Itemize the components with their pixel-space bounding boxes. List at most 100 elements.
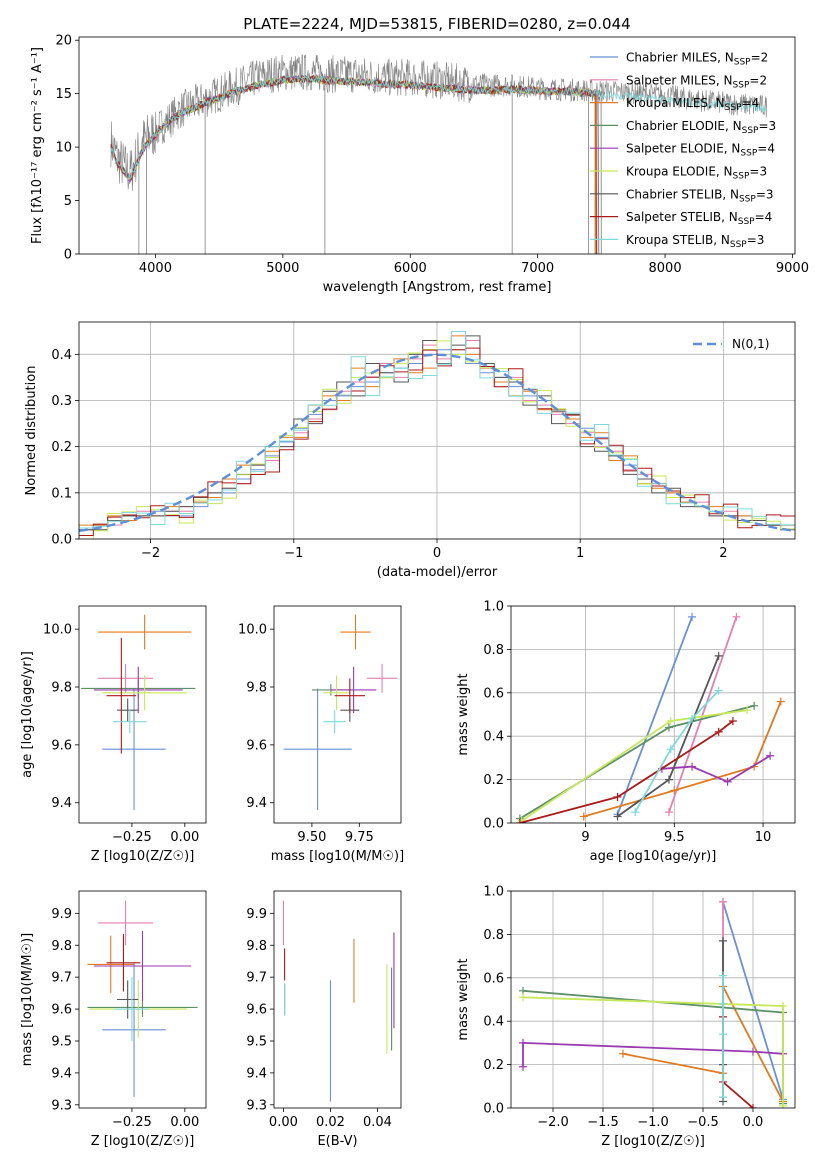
axes-frame <box>78 890 207 1109</box>
mass-weight-series <box>583 701 782 818</box>
x-axis-label: E(B-V) <box>317 1134 357 1149</box>
x-tick-label: 9000 <box>776 261 809 276</box>
legend-entry: Chabrier MILES, NSSP=2 <box>626 51 768 68</box>
y-tick-label: 9.7 <box>51 971 72 986</box>
y-tick-label: 0 <box>64 248 72 263</box>
mass-weight-marker <box>719 999 727 1008</box>
mass-weight-marker <box>519 1038 527 1047</box>
x-tick-label: 2 <box>719 546 727 561</box>
mass-weight-marker <box>688 762 697 771</box>
axes-frame <box>273 890 402 1109</box>
y-tick-label: 0.2 <box>51 440 72 455</box>
x-axis-label: wavelength [Angstrom, rest frame] <box>323 280 552 295</box>
legend-subscript: SSP <box>739 194 756 204</box>
mass-weight-series <box>522 1041 784 1067</box>
y-tick-label: 9.6 <box>51 738 72 753</box>
mass-weight-series <box>616 616 693 815</box>
y-tick-label: 0.2 <box>483 1058 504 1073</box>
mass-weight-marker <box>743 706 752 715</box>
observed-spectrum-line <box>110 54 767 191</box>
x-tick-label: −2.0 <box>537 1115 569 1130</box>
mass-weight-series <box>661 754 771 783</box>
y-axis-label: Flux [fλ10⁻¹⁷ erg cm⁻² s⁻¹ A⁻¹] <box>30 47 45 244</box>
mass-weight-series <box>519 720 734 823</box>
mass-weight-marker <box>728 717 737 726</box>
y-tick-label: 9.5 <box>246 1034 267 1049</box>
y-tick-label: 0.8 <box>483 928 504 943</box>
y-tick-label: 9.4 <box>246 796 267 811</box>
legend-value: =3 <box>758 119 776 133</box>
x-tick-label: 9.5 <box>664 830 685 845</box>
y-tick-label: 0.8 <box>483 643 504 658</box>
mass-vs-metallicity-panel: −0.25 0.00 9.3 9.4 9.5 9.6 9.7 9.8 9.9 Z [log10(Z… <box>20 890 207 1149</box>
x-tick-label: 10 <box>755 830 772 845</box>
y-tick-label: 0.2 <box>483 773 504 788</box>
axes-frame <box>273 605 402 824</box>
y-tick-label: 9.9 <box>51 907 72 922</box>
age-vs-metallicity-panel: −0.25 0.00 9.4 9.6 9.8 10.0 Z [log10(Z/Z☉)] age… <box>20 605 207 864</box>
mass-weight-marker <box>719 971 727 980</box>
x-tick-label: 0.04 <box>363 1115 392 1130</box>
mass-weight-marker <box>664 723 673 732</box>
mass-weight-marker <box>719 1030 727 1039</box>
y-tick-label: 0.1 <box>51 486 72 501</box>
mass-weight-marker <box>723 777 732 786</box>
plot-area <box>87 900 198 1097</box>
y-tick-label: 0.0 <box>483 817 504 832</box>
residual-panel: −2 −1 0 1 2 0.0 0.1 0.2 0.3 0.4 (data-model)/error… <box>24 321 796 580</box>
mass-weight-marker <box>670 786 679 795</box>
x-tick-label: 7000 <box>521 261 554 276</box>
mass-weight-marker <box>719 897 727 906</box>
y-tick-label: 9.5 <box>51 1034 72 1049</box>
x-tick-label: 6000 <box>394 261 427 276</box>
legend-value: =4 <box>757 142 775 156</box>
age-vs-mass-panel: 9.50 9.75 9.4 9.6 9.8 10.0 mass [log10(M/M☉)] <box>238 605 404 864</box>
mass-weight-marker <box>749 1047 757 1056</box>
plot-area <box>79 322 795 539</box>
x-tick-label: −0.25 <box>112 830 152 845</box>
mass-weight-marker <box>766 751 775 760</box>
mass-weight-marker <box>779 1002 787 1011</box>
y-tick-label: 9.6 <box>51 1003 72 1018</box>
y-tick-label: 0.6 <box>483 971 504 986</box>
spectrum-title: PLATE=2224, MJD=53815, FIBERID=0280, z=0… <box>243 15 630 33</box>
mass-weight-marker <box>666 717 675 726</box>
mass-weight-marker <box>579 812 588 821</box>
mass-weight-marker <box>515 819 524 823</box>
y-tick-label: 9.3 <box>246 1098 267 1113</box>
y-tick-label: 20 <box>55 34 72 49</box>
x-tick-label: −2 <box>141 546 160 561</box>
mass-weight-series <box>722 901 784 1100</box>
mass-weight-marker <box>517 816 526 823</box>
x-axis-label: (data-model)/error <box>377 565 498 580</box>
y-tick-label: 10 <box>55 141 72 156</box>
y-tick-label: 0.6 <box>483 686 504 701</box>
axes-frame <box>78 605 207 824</box>
residual-histogram-series <box>79 330 795 539</box>
x-tick-label: 9 <box>581 830 589 845</box>
y-axis-label: mass [log10(M/M☉)] <box>20 933 35 1066</box>
y-tick-label: 1.0 <box>483 600 504 615</box>
y-tick-label: 10.0 <box>238 623 267 638</box>
y-tick-label: 9.6 <box>246 738 267 753</box>
reference-legend-label: N(0,1) <box>732 337 769 351</box>
mass-weight-marker <box>619 1049 627 1058</box>
y-tick-label: 1.0 <box>483 885 504 900</box>
mass-weight-marker <box>749 1104 757 1108</box>
legend-entry: Salpeter MILES, NSSP=2 <box>626 73 767 90</box>
axes-frame <box>78 321 796 540</box>
y-axis-label: age [log10(age/yr)] <box>20 651 35 778</box>
legend-entry: Kroupa ELODIE, NSSP=3 <box>626 165 767 182</box>
legend-subscript: SSP <box>734 58 751 68</box>
x-tick-label: 0.00 <box>170 830 199 845</box>
mass-weight-series <box>634 689 720 813</box>
x-axis-label: Z [log10(Z/Z☉)] <box>601 1134 705 1149</box>
legend-entry: Salpeter ELODIE, NSSP=4 <box>626 142 775 159</box>
mass-weight-marker <box>719 1093 727 1102</box>
axes-frame <box>78 36 796 255</box>
mass-weight-marker <box>714 651 723 660</box>
legend-value: =2 <box>751 51 769 65</box>
x-tick-label: 8000 <box>649 261 682 276</box>
legend-subscript: SSP <box>725 103 742 113</box>
mass-weight-marker <box>613 792 622 801</box>
